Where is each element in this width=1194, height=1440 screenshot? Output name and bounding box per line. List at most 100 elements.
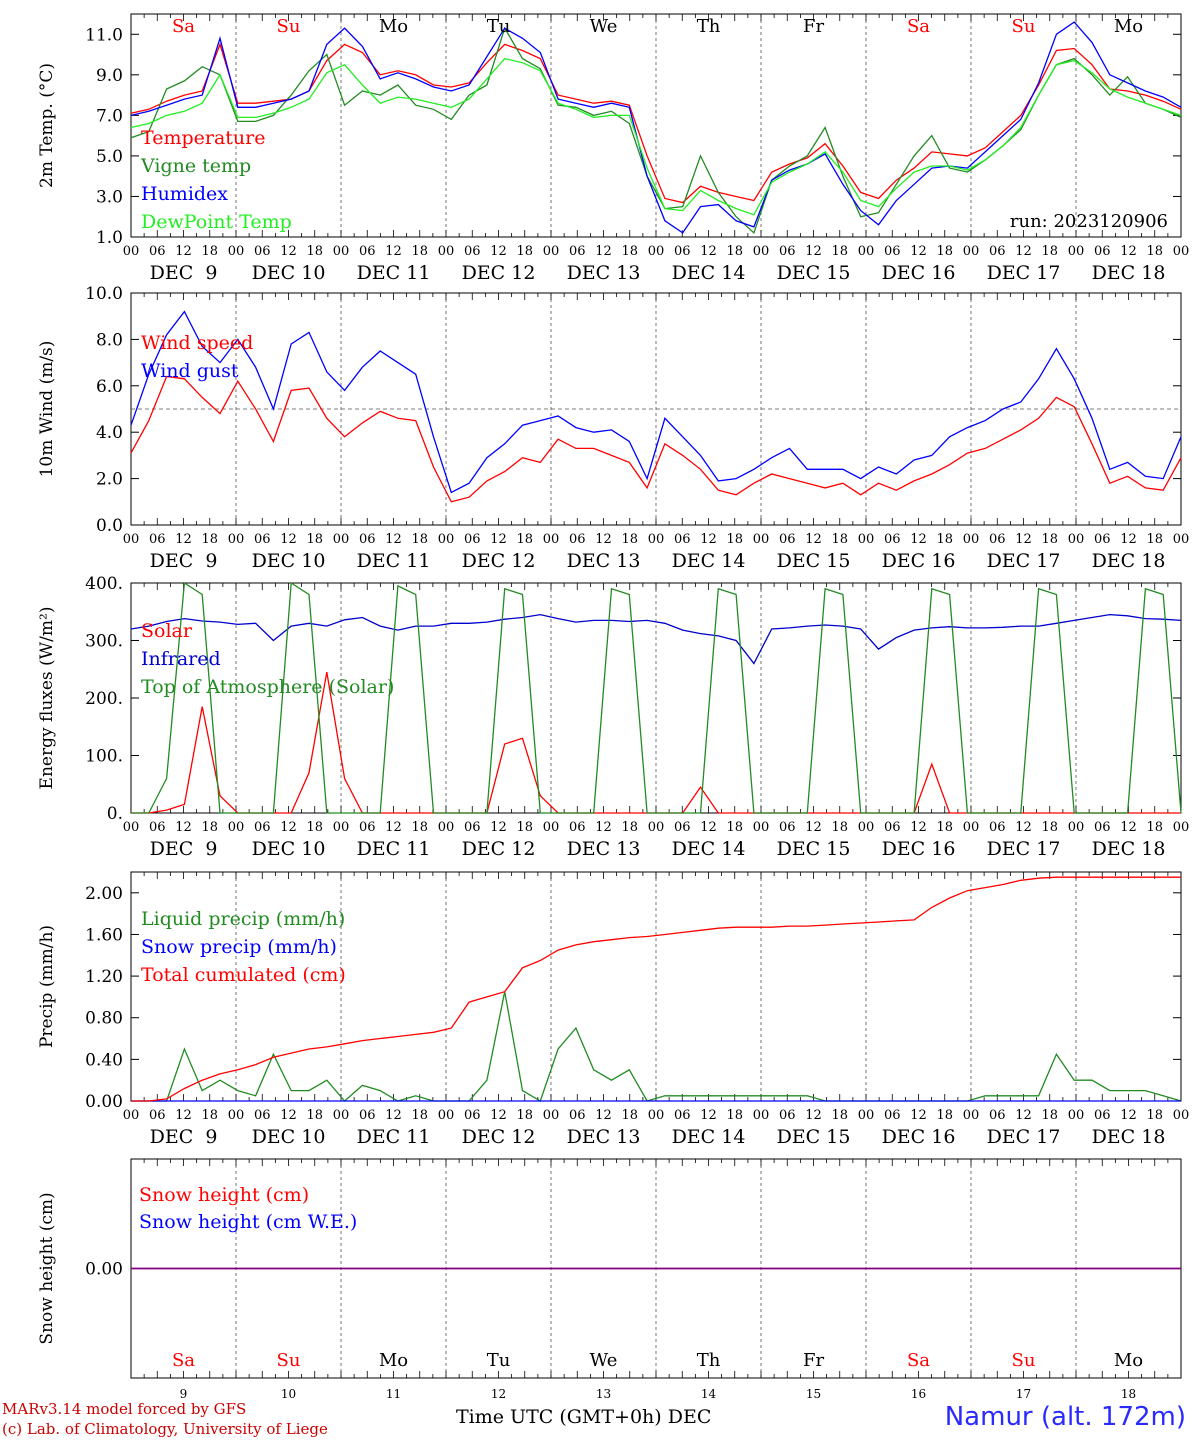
date-label: DEC 17 <box>987 1126 1061 1148</box>
hour-tick-label: 00 <box>753 1108 770 1123</box>
y-tick-label: 300. <box>85 632 123 652</box>
hour-tick-label: 06 <box>359 820 376 835</box>
hour-tick-label: 12 <box>385 244 402 259</box>
hour-tick-label: 00 <box>228 1108 245 1123</box>
hour-tick-label: 00 <box>438 1108 455 1123</box>
hour-tick-label: 12 <box>910 1108 927 1123</box>
hour-tick-label: 00 <box>1173 244 1190 259</box>
hour-tick-label: 18 <box>936 1108 953 1123</box>
date-label: DEC 11 <box>357 550 431 572</box>
hour-tick-label: 18 <box>201 820 218 835</box>
hour-tick-label: 06 <box>884 820 901 835</box>
y-tick-label: 8.0 <box>96 330 123 350</box>
y-tick-label: 200. <box>85 689 123 709</box>
y-tick-label: 100. <box>85 747 123 767</box>
hour-tick-label: 18 <box>621 1108 638 1123</box>
hour-tick-label: 06 <box>149 1108 166 1123</box>
hour-tick-label: 00 <box>648 244 665 259</box>
hour-tick-label: 00 <box>543 1108 560 1123</box>
y-tick-label: 10.0 <box>85 284 123 304</box>
date-label: DEC 15 <box>777 550 851 572</box>
hour-tick-label: 18 <box>831 1108 848 1123</box>
y-tick-label: 0.40 <box>85 1050 123 1070</box>
hour-tick-label: 00 <box>858 820 875 835</box>
day-number-label: 10 <box>281 1387 296 1401</box>
hour-tick-label: 18 <box>1146 244 1163 259</box>
hour-tick-label: 12 <box>280 1108 297 1123</box>
hour-tick-label: 06 <box>254 1108 271 1123</box>
hour-tick-label: 12 <box>175 820 192 835</box>
series-line <box>130 21 1182 234</box>
hour-tick-label: 18 <box>1146 820 1163 835</box>
date-label: DEC 13 <box>567 550 641 572</box>
weekday-label: Th <box>697 16 721 37</box>
hour-tick-label: 06 <box>464 244 481 259</box>
hour-tick-label: 06 <box>569 532 586 547</box>
hour-tick-label: 12 <box>1015 244 1032 259</box>
y-tick-label: 4.0 <box>96 423 123 443</box>
y-tick-label: 11.0 <box>85 25 123 45</box>
y-tick-label: 1.0 <box>96 228 123 248</box>
hour-tick-label: 06 <box>779 820 796 835</box>
weekday-label: Sa <box>907 1350 930 1371</box>
hour-tick-label: 18 <box>411 1108 428 1123</box>
panel-4: 0.00 0.40 0.80 1.20 1.60 2.00 Precip (mm/h) Liq… <box>37 871 1189 1148</box>
date-label: DEC 15 <box>777 262 851 284</box>
panel-1: 1.0 3.0 5.0 7.0 9.0 11.0 2m Temp. (°C) Temperat… <box>37 13 1190 284</box>
hour-tick-label: 12 <box>595 244 612 259</box>
series-line <box>131 581 1182 814</box>
weekday-label: Tu <box>487 1350 511 1371</box>
hour-tick-label: 00 <box>123 244 140 259</box>
hour-tick-label: 06 <box>149 820 166 835</box>
date-label: DEC 16 <box>882 1126 956 1148</box>
weekday-label: Su <box>1012 16 1036 37</box>
series-line <box>130 310 1182 494</box>
hour-tick-label: 00 <box>1068 1108 1085 1123</box>
y-axis-label: 2m Temp. (°C) <box>37 63 57 188</box>
legend-entry: Snow height (cm) <box>139 1184 309 1206</box>
hour-tick-label: 18 <box>201 532 218 547</box>
hour-tick-label: 00 <box>123 820 140 835</box>
hour-tick-label: 12 <box>1120 1108 1137 1123</box>
weekday-label: Su <box>277 16 301 37</box>
hour-tick-label: 06 <box>254 244 271 259</box>
hour-tick-label: 12 <box>490 244 507 259</box>
hour-tick-label: 06 <box>779 1108 796 1123</box>
y-tick-label: 0. <box>107 804 123 824</box>
hour-tick-label: 00 <box>228 820 245 835</box>
hour-tick-label: 18 <box>621 820 638 835</box>
weekday-label: Fr <box>803 16 824 37</box>
hour-tick-label: 18 <box>1041 820 1058 835</box>
y-tick-label: 400. <box>85 574 123 594</box>
hour-tick-label: 18 <box>1041 244 1058 259</box>
day-number-label: 15 <box>806 1387 821 1401</box>
weekday-label: Mo <box>379 16 408 37</box>
weekday-label: Th <box>697 1350 721 1371</box>
hour-tick-label: 12 <box>805 244 822 259</box>
hour-tick-label: 12 <box>280 820 297 835</box>
hour-tick-label: 06 <box>569 1108 586 1123</box>
legend-entry: Snow height (cm W.E.) <box>139 1211 357 1233</box>
date-label: DEC 9 <box>150 262 218 284</box>
date-label: DEC 14 <box>672 1126 746 1148</box>
day-number-label: 18 <box>1121 1387 1136 1401</box>
date-label: DEC 16 <box>882 262 956 284</box>
date-label: DEC 14 <box>672 838 746 860</box>
hour-tick-label: 12 <box>1120 244 1137 259</box>
hour-tick-label: 00 <box>1068 532 1085 547</box>
hour-tick-label: 18 <box>936 244 953 259</box>
hour-tick-label: 18 <box>1041 1108 1058 1123</box>
hour-tick-label: 12 <box>1015 820 1032 835</box>
hour-tick-label: 00 <box>753 820 770 835</box>
weekday-label: Mo <box>379 1350 408 1371</box>
hour-tick-label: 00 <box>858 244 875 259</box>
date-label: DEC 12 <box>462 262 536 284</box>
hour-tick-label: 00 <box>648 820 665 835</box>
hour-tick-label: 06 <box>674 532 691 547</box>
hour-tick-label: 18 <box>831 244 848 259</box>
hour-tick-label: 18 <box>1146 532 1163 547</box>
hour-tick-label: 06 <box>464 820 481 835</box>
legend-entry: Total cumulated (cm) <box>141 964 346 986</box>
hour-tick-label: 00 <box>333 1108 350 1123</box>
